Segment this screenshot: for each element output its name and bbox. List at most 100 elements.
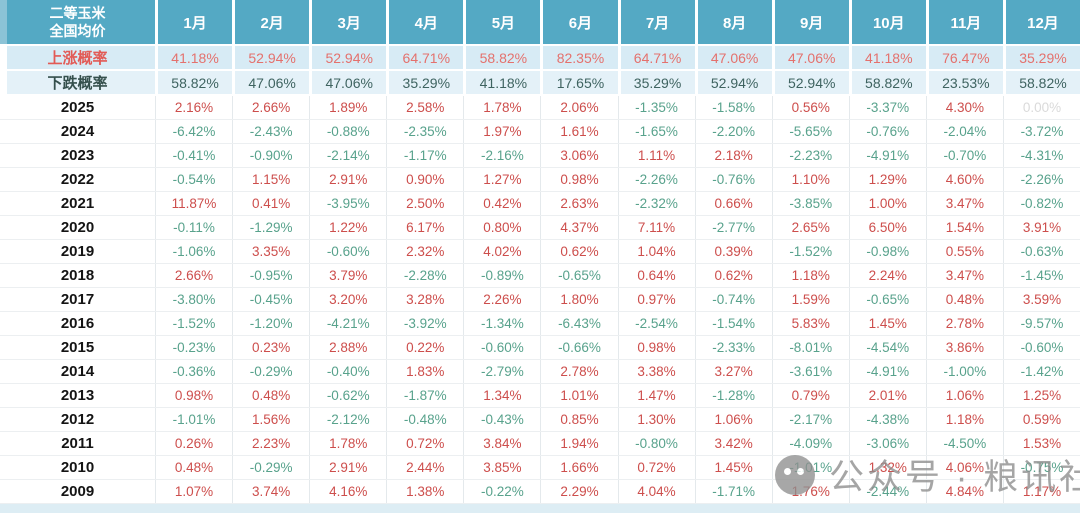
month-header-2: 2月 <box>232 0 310 44</box>
cell-2022-m10: 1.29% <box>848 168 926 191</box>
cell-2017-m10: -0.65% <box>848 288 926 311</box>
cell-2024-m6: 1.61% <box>540 120 618 143</box>
rise-value-m2: 52.94% <box>232 46 310 69</box>
cell-2013-m12: 1.25% <box>1002 384 1080 407</box>
cell-2021-m9: -3.85% <box>771 192 849 215</box>
year-label-2014: 2014 <box>0 360 155 383</box>
month-header-5: 5月 <box>463 0 541 44</box>
cell-2015-m12: -0.60% <box>1002 336 1080 359</box>
cell-2016-m4: -3.92% <box>386 312 464 335</box>
cell-2011-m2: 2.23% <box>232 432 310 455</box>
year-label-2013: 2013 <box>0 384 155 407</box>
cell-2025-m6: 2.06% <box>540 96 618 119</box>
cell-2014-m8: 3.27% <box>694 360 772 383</box>
cell-2009-m8: -1.71% <box>694 480 772 503</box>
cell-2020-m1: -0.11% <box>155 216 233 239</box>
cell-2020-m7: 7.11% <box>617 216 695 239</box>
cell-2010-m4: 2.44% <box>386 456 464 479</box>
cell-2019-m5: 4.02% <box>463 240 541 263</box>
cell-2014-m3: -0.40% <box>309 360 387 383</box>
cell-2014-m6: 2.78% <box>540 360 618 383</box>
cell-2012-m3: -2.12% <box>309 408 387 431</box>
month-header-9: 9月 <box>771 0 849 44</box>
year-label-2018: 2018 <box>0 264 155 287</box>
cell-2025-m11: 4.30% <box>925 96 1003 119</box>
cell-2021-m3: -3.95% <box>309 192 387 215</box>
cell-2019-m10: -0.98% <box>848 240 926 263</box>
cell-2013-m5: 1.34% <box>463 384 541 407</box>
cell-2009-m9: 1.76% <box>771 480 849 503</box>
cell-2018-m6: -0.65% <box>540 264 618 287</box>
cell-2017-m7: 0.97% <box>617 288 695 311</box>
cell-2024-m2: -2.43% <box>232 120 310 143</box>
cell-2012-m8: 1.06% <box>694 408 772 431</box>
cell-2009-m12: 1.17% <box>1002 480 1080 503</box>
year-row-2016: 2016 -1.52% -1.20% -4.21% -3.92% -1.34% -6.43%… <box>0 312 1080 336</box>
cell-2016-m10: 1.45% <box>848 312 926 335</box>
year-label-2009: 2009 <box>0 480 155 503</box>
cell-2025-m3: 1.89% <box>309 96 387 119</box>
fall-value-m10: 58.82% <box>848 71 926 94</box>
cell-2010-m8: 1.45% <box>694 456 772 479</box>
cell-2017-m1: -3.80% <box>155 288 233 311</box>
rise-value-m10: 41.18% <box>848 46 926 69</box>
cell-2023-m6: 3.06% <box>540 144 618 167</box>
cell-2016-m8: -1.54% <box>694 312 772 335</box>
cell-2025-m5: 1.78% <box>463 96 541 119</box>
cell-2021-m2: 0.41% <box>232 192 310 215</box>
year-label-2010: 2010 <box>0 456 155 479</box>
year-row-2011: 2011 0.26% 2.23% 1.78% 0.72% 3.84% 1.94% -0.80%… <box>0 432 1080 456</box>
cell-2025-m8: -1.58% <box>694 96 772 119</box>
cell-2014-m5: -2.79% <box>463 360 541 383</box>
cell-2025-m2: 2.66% <box>232 96 310 119</box>
cell-2017-m12: 3.59% <box>1002 288 1080 311</box>
cell-2009-m4: 1.38% <box>386 480 464 503</box>
cell-2023-m5: -2.16% <box>463 144 541 167</box>
cell-2022-m8: -0.76% <box>694 168 772 191</box>
cell-2020-m6: 4.37% <box>540 216 618 239</box>
cell-2013-m1: 0.98% <box>155 384 233 407</box>
cell-2015-m3: 2.88% <box>309 336 387 359</box>
cell-2015-m1: -0.23% <box>155 336 233 359</box>
year-label-2023: 2023 <box>0 144 155 167</box>
cell-2014-m12: -1.42% <box>1002 360 1080 383</box>
cell-2017-m6: 1.80% <box>540 288 618 311</box>
cell-2009-m5: -0.22% <box>463 480 541 503</box>
cell-2012-m11: 1.18% <box>925 408 1003 431</box>
cell-2012-m7: 1.30% <box>617 408 695 431</box>
cell-2018-m9: 1.18% <box>771 264 849 287</box>
month-header-10: 10月 <box>848 0 926 44</box>
cell-2018-m5: -0.89% <box>463 264 541 287</box>
cell-2013-m6: 1.01% <box>540 384 618 407</box>
cell-2021-m1: 11.87% <box>155 192 233 215</box>
year-row-2025: 2025 2.16% 2.66% 1.89% 2.58% 1.78% 2.06% -1.35%… <box>0 96 1080 120</box>
cell-2018-m12: -1.45% <box>1002 264 1080 287</box>
year-label-2015: 2015 <box>0 336 155 359</box>
cell-2023-m11: -0.70% <box>925 144 1003 167</box>
cell-2014-m11: -1.00% <box>925 360 1003 383</box>
cell-2024-m10: -0.76% <box>848 120 926 143</box>
fall-value-m9: 52.94% <box>771 71 849 94</box>
month-header-4: 4月 <box>386 0 464 44</box>
fall-value-m8: 52.94% <box>694 71 772 94</box>
cell-2018-m10: 2.24% <box>848 264 926 287</box>
cell-2011-m12: 1.53% <box>1002 432 1080 455</box>
cell-2012-m10: -4.38% <box>848 408 926 431</box>
cell-2019-m4: 2.32% <box>386 240 464 263</box>
cell-2015-m6: -0.66% <box>540 336 618 359</box>
cell-2014-m4: 1.83% <box>386 360 464 383</box>
cell-2019-m12: -0.63% <box>1002 240 1080 263</box>
cell-2020-m3: 1.22% <box>309 216 387 239</box>
fall-value-m2: 47.06% <box>232 71 310 94</box>
cell-2020-m8: -2.77% <box>694 216 772 239</box>
cell-2012-m1: -1.01% <box>155 408 233 431</box>
year-row-2018: 2018 2.66% -0.95% 3.79% -2.28% -0.89% -0.65% 0.… <box>0 264 1080 288</box>
cell-2009-m2: 3.74% <box>232 480 310 503</box>
cell-2014-m1: -0.36% <box>155 360 233 383</box>
rise-value-m11: 76.47% <box>925 46 1003 69</box>
year-label-2025: 2025 <box>0 96 155 119</box>
cell-2020-m4: 6.17% <box>386 216 464 239</box>
year-row-2020: 2020 -0.11% -1.29% 1.22% 6.17% 0.80% 4.37% 7.11… <box>0 216 1080 240</box>
cell-2017-m9: 1.59% <box>771 288 849 311</box>
year-label-2021: 2021 <box>0 192 155 215</box>
